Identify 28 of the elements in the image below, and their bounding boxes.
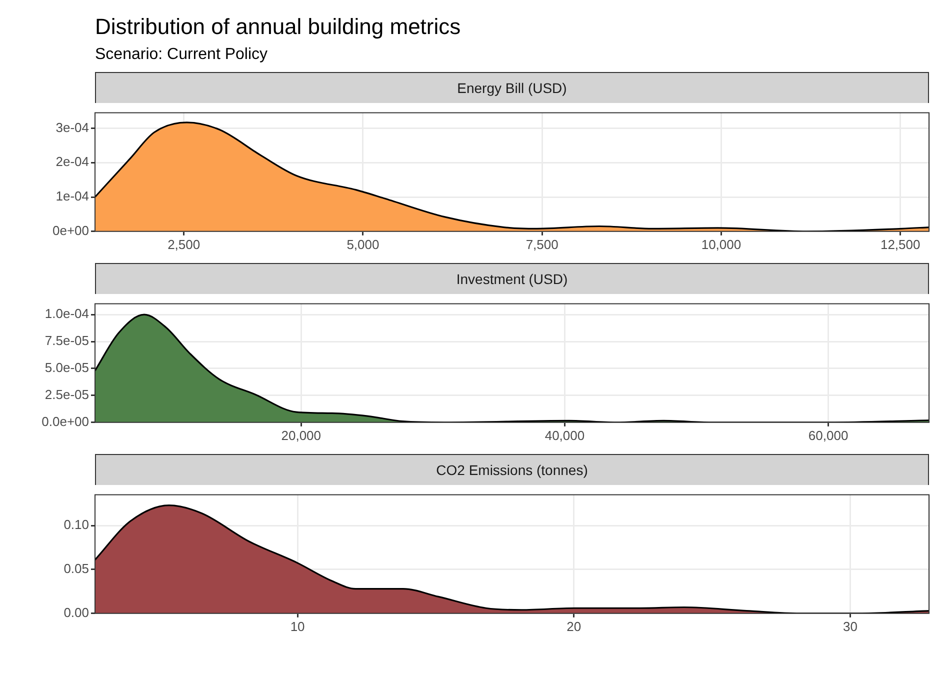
x-tick-label: 10,000: [701, 236, 742, 252]
x-tick-label: 12,500: [880, 236, 920, 252]
y-tick-label: 2e-04: [56, 154, 89, 170]
x-tick-label: 2,500: [168, 236, 200, 252]
x-tick-label: 40,000: [544, 428, 585, 443]
x-tick-label: 30: [843, 618, 858, 634]
chart-title: CO2 Emissions (tonnes): [95, 454, 929, 485]
x-tick-label: 20,000: [281, 428, 322, 443]
chart-title: Energy Bill (USD): [95, 72, 929, 103]
y-tick-label: 0.0e+00: [42, 414, 89, 429]
y-tick-label: 3e-04: [56, 120, 89, 135]
text: Distribution of annual building metrics: [95, 14, 462, 40]
y-tick-label: 7.5e-05: [44, 333, 89, 348]
text: Scenario: Current Policy: [95, 46, 269, 64]
chart-title: Investment (USD): [95, 263, 929, 294]
y-tick-label: 0e+00: [52, 222, 89, 238]
x-tick-label: 5,000: [346, 236, 380, 252]
x-tick-label: 10: [290, 618, 305, 634]
y-tick-label: 0.00: [64, 604, 89, 620]
y-tick-label: 2.5e-05: [44, 387, 89, 402]
y-tick-label: 5.0e-05: [44, 360, 89, 376]
x-tick-label: 60,000: [808, 428, 848, 443]
x-tick-label: 7,500: [526, 236, 558, 252]
y-tick-label: 1e-04: [56, 188, 89, 204]
y-tick-label: 0.10: [64, 517, 89, 532]
x-tick-label: 20: [566, 618, 582, 634]
y-tick-label: 0.05: [64, 561, 89, 576]
y-tick-label: 1.0e-04: [44, 306, 89, 322]
